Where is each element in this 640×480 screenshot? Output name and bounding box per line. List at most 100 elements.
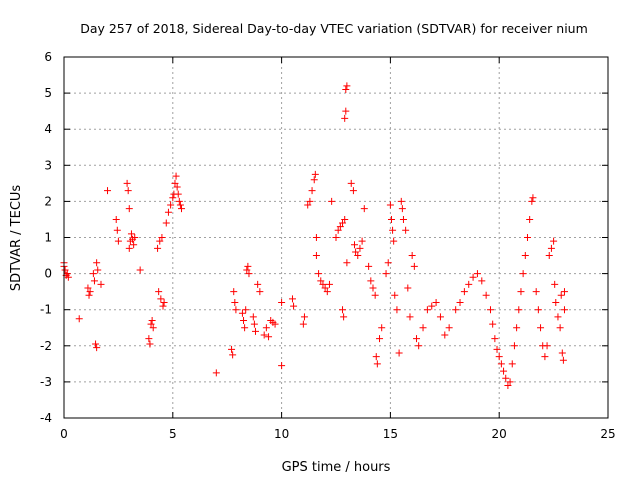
data-point bbox=[521, 252, 529, 260]
data-point bbox=[489, 320, 497, 328]
data-point bbox=[131, 234, 139, 241]
data-point bbox=[356, 244, 364, 252]
data-point bbox=[399, 215, 407, 223]
data-point bbox=[486, 306, 494, 314]
y-tick-label: 6 bbox=[44, 50, 52, 64]
data-point bbox=[130, 241, 138, 249]
data-point bbox=[552, 298, 560, 306]
data-points bbox=[60, 82, 568, 390]
data-point bbox=[341, 114, 349, 122]
data-point bbox=[146, 340, 154, 348]
data-point bbox=[172, 172, 180, 180]
data-point bbox=[149, 324, 157, 332]
y-tick-label: 1 bbox=[44, 231, 52, 245]
data-point bbox=[436, 313, 444, 321]
y-tick-label: 3 bbox=[44, 158, 52, 172]
data-point bbox=[86, 288, 94, 296]
data-point bbox=[325, 280, 333, 288]
data-point bbox=[397, 197, 405, 205]
y-tick-label: -3 bbox=[40, 375, 52, 389]
data-point bbox=[541, 353, 549, 361]
chart-title: Day 257 of 2018, Sidereal Day-to-day VTE… bbox=[80, 21, 588, 36]
data-point bbox=[114, 237, 122, 245]
data-point bbox=[378, 324, 386, 332]
data-point bbox=[315, 270, 323, 278]
data-point bbox=[93, 344, 101, 352]
data-point bbox=[452, 306, 460, 314]
data-point bbox=[312, 252, 320, 260]
data-point bbox=[551, 280, 559, 288]
data-point bbox=[347, 179, 355, 187]
data-point bbox=[251, 327, 259, 335]
data-point bbox=[456, 298, 464, 306]
data-point bbox=[145, 335, 153, 343]
data-point bbox=[473, 270, 481, 278]
data-point bbox=[391, 291, 399, 299]
y-tick-label: 0 bbox=[44, 267, 52, 281]
data-point bbox=[321, 284, 329, 292]
data-point bbox=[311, 170, 319, 178]
data-point bbox=[254, 280, 262, 288]
x-tick-label: 25 bbox=[600, 427, 615, 441]
x-tick-label: 0 bbox=[60, 427, 68, 441]
y-axis-label: SDTVAR / TECUs bbox=[9, 185, 24, 292]
data-point bbox=[241, 324, 249, 332]
data-point bbox=[502, 374, 510, 382]
data-point bbox=[243, 266, 251, 274]
data-point bbox=[169, 194, 177, 202]
data-point bbox=[547, 244, 555, 252]
data-point bbox=[460, 288, 468, 296]
data-point bbox=[445, 324, 453, 332]
data-point bbox=[350, 241, 358, 249]
data-point bbox=[526, 215, 534, 223]
data-point bbox=[278, 298, 286, 306]
data-point bbox=[402, 226, 410, 234]
data-point bbox=[85, 291, 93, 299]
data-point bbox=[271, 320, 279, 328]
data-point bbox=[64, 273, 72, 281]
grid-layer bbox=[64, 57, 608, 418]
data-point bbox=[113, 226, 121, 234]
data-point bbox=[404, 284, 412, 292]
data-point bbox=[413, 335, 421, 343]
data-point bbox=[123, 179, 131, 187]
data-point bbox=[398, 205, 406, 213]
data-point bbox=[395, 349, 403, 357]
data-point bbox=[260, 331, 268, 339]
data-point bbox=[497, 360, 505, 368]
data-point bbox=[408, 252, 416, 260]
data-point bbox=[478, 277, 486, 285]
data-point bbox=[93, 259, 101, 267]
data-point bbox=[406, 313, 414, 321]
data-point bbox=[508, 360, 516, 368]
data-point bbox=[513, 324, 521, 332]
data-point bbox=[148, 317, 156, 325]
data-point bbox=[97, 280, 105, 288]
data-point bbox=[341, 215, 349, 223]
data-point bbox=[306, 197, 314, 205]
data-point bbox=[232, 306, 240, 314]
data-point bbox=[240, 317, 248, 325]
data-point bbox=[556, 324, 564, 332]
data-point bbox=[354, 252, 362, 260]
data-point bbox=[384, 259, 392, 267]
data-point bbox=[317, 277, 325, 285]
data-point bbox=[493, 345, 501, 353]
data-point bbox=[256, 288, 264, 296]
y-tick-label: -1 bbox=[40, 303, 52, 317]
data-point bbox=[158, 234, 166, 241]
data-point bbox=[517, 288, 525, 296]
data-point bbox=[465, 280, 473, 288]
data-point bbox=[288, 295, 296, 303]
data-point bbox=[340, 313, 348, 321]
data-point bbox=[336, 223, 344, 231]
data-point bbox=[360, 205, 368, 213]
data-point bbox=[229, 351, 237, 359]
data-point bbox=[528, 197, 536, 205]
data-point bbox=[299, 320, 307, 328]
data-point bbox=[242, 306, 250, 314]
data-point bbox=[419, 324, 427, 332]
data-point bbox=[415, 342, 423, 350]
data-point bbox=[332, 234, 340, 241]
